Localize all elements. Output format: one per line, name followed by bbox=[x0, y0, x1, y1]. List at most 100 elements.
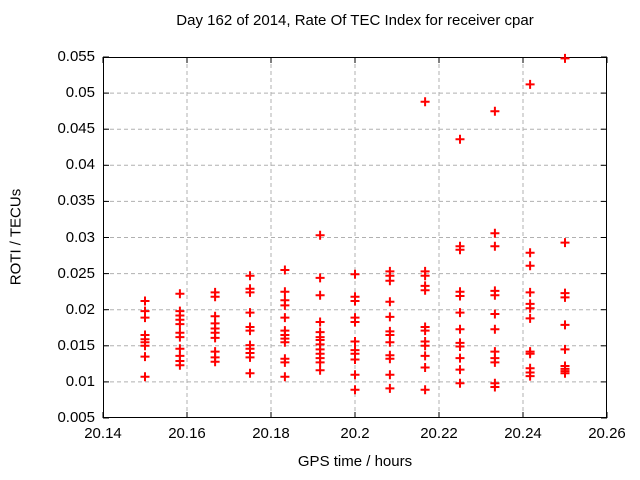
data-point-marker bbox=[560, 238, 570, 248]
data-point-marker bbox=[420, 97, 430, 107]
data-point-marker bbox=[385, 276, 395, 286]
data-point-marker bbox=[280, 265, 290, 275]
x-tick-label: 20.26 bbox=[588, 425, 626, 442]
y-tick-label: 0.025 bbox=[57, 264, 95, 282]
data-point-marker bbox=[175, 360, 185, 370]
data-point-marker bbox=[420, 285, 430, 295]
data-point-marker bbox=[245, 271, 255, 281]
data-point-marker bbox=[350, 385, 360, 395]
y-tick-label: 0.05 bbox=[65, 84, 95, 102]
data-point-marker bbox=[140, 372, 150, 382]
x-tick-label: 20.22 bbox=[420, 425, 458, 442]
data-point-marker bbox=[385, 370, 395, 380]
y-tick-label: 0.045 bbox=[57, 120, 95, 138]
data-point-marker bbox=[490, 106, 500, 116]
data-point-marker bbox=[245, 326, 255, 336]
data-point-marker bbox=[420, 341, 430, 351]
data-point-marker bbox=[210, 357, 220, 367]
data-point-marker bbox=[420, 385, 430, 395]
data-point-marker bbox=[315, 273, 325, 283]
y-tick-label: 0.015 bbox=[57, 336, 95, 354]
x-axis-title: GPS time / hours bbox=[297, 453, 413, 470]
data-point-marker bbox=[315, 357, 325, 367]
plot-canvas bbox=[102, 53, 608, 419]
data-point-marker bbox=[490, 382, 500, 392]
data-point-marker bbox=[560, 320, 570, 330]
data-point-marker bbox=[315, 317, 325, 327]
data-point-marker bbox=[245, 368, 255, 378]
y-tick-label: 0.005 bbox=[57, 409, 95, 426]
data-point-marker bbox=[140, 296, 150, 306]
data-point-marker bbox=[350, 269, 360, 279]
data-point-marker bbox=[245, 352, 255, 362]
data-point-marker bbox=[455, 365, 465, 375]
data-point-marker bbox=[175, 332, 185, 342]
data-point-marker bbox=[455, 378, 465, 388]
data-point-marker bbox=[525, 287, 535, 297]
data-point-marker bbox=[490, 357, 500, 367]
data-point-marker bbox=[245, 308, 255, 318]
data-point-marker bbox=[560, 368, 570, 378]
y-tick-label: 0.02 bbox=[65, 300, 95, 318]
data-point-marker bbox=[385, 337, 395, 347]
data-point-marker bbox=[525, 303, 535, 313]
data-point-marker bbox=[385, 383, 395, 393]
x-tick-label: 20.16 bbox=[168, 425, 206, 442]
data-point-marker bbox=[280, 300, 290, 310]
plot-area bbox=[102, 53, 608, 419]
data-point-marker bbox=[175, 319, 185, 329]
data-point-marker bbox=[560, 344, 570, 354]
chart-title: Day 162 of 2014, Rate Of TEC Index for r… bbox=[176, 12, 534, 29]
data-point-marker bbox=[350, 370, 360, 380]
data-point-marker bbox=[280, 337, 290, 347]
data-point-marker bbox=[525, 371, 535, 381]
data-point-marker bbox=[420, 363, 430, 372]
data-point-marker bbox=[455, 134, 465, 144]
data-point-marker bbox=[315, 230, 325, 240]
y-tick-label: 0.055 bbox=[57, 48, 95, 65]
data-point-marker bbox=[385, 312, 395, 322]
data-point-marker bbox=[280, 287, 290, 297]
data-point-marker bbox=[385, 297, 395, 307]
data-point-marker bbox=[280, 357, 290, 367]
data-point-marker bbox=[490, 290, 500, 300]
x-tick-label: 20.18 bbox=[252, 425, 290, 442]
data-point-marker bbox=[140, 352, 150, 362]
x-tick-label: 20.24 bbox=[504, 425, 542, 442]
data-point-marker bbox=[385, 354, 395, 364]
data-point-marker bbox=[140, 313, 150, 323]
data-point-marker bbox=[210, 292, 220, 302]
data-point-marker bbox=[525, 349, 535, 359]
data-point-marker bbox=[490, 241, 500, 251]
data-point-marker bbox=[455, 353, 465, 363]
data-point-marker bbox=[315, 290, 325, 300]
data-point-marker bbox=[315, 365, 325, 375]
data-point-marker bbox=[245, 287, 255, 297]
data-point-marker bbox=[350, 317, 360, 327]
x-tick-label: 20.2 bbox=[340, 425, 370, 442]
data-point-marker bbox=[420, 271, 430, 281]
data-point-marker bbox=[455, 324, 465, 334]
y-tick-label: 0.035 bbox=[57, 192, 95, 210]
data-point-marker bbox=[525, 248, 535, 258]
data-point-marker bbox=[350, 296, 360, 306]
data-point-marker bbox=[455, 245, 465, 255]
data-point-marker bbox=[455, 291, 465, 301]
data-point-marker bbox=[350, 355, 360, 364]
data-point-marker bbox=[525, 313, 535, 323]
data-point-marker bbox=[175, 289, 185, 299]
data-point-marker bbox=[525, 79, 535, 89]
x-tick-label: 20.14 bbox=[84, 425, 122, 442]
data-point-marker bbox=[490, 324, 500, 334]
y-tick-label: 0.04 bbox=[65, 156, 95, 174]
data-point-marker bbox=[490, 228, 500, 238]
data-point-marker bbox=[420, 326, 430, 336]
data-point-marker bbox=[420, 351, 430, 361]
data-point-marker bbox=[525, 261, 535, 271]
data-point-marker bbox=[455, 308, 465, 318]
data-point-marker bbox=[560, 53, 570, 63]
data-point-marker bbox=[210, 333, 220, 343]
data-point-marker bbox=[455, 342, 465, 351]
data-point-marker bbox=[350, 337, 360, 346]
data-point-marker bbox=[560, 292, 570, 302]
